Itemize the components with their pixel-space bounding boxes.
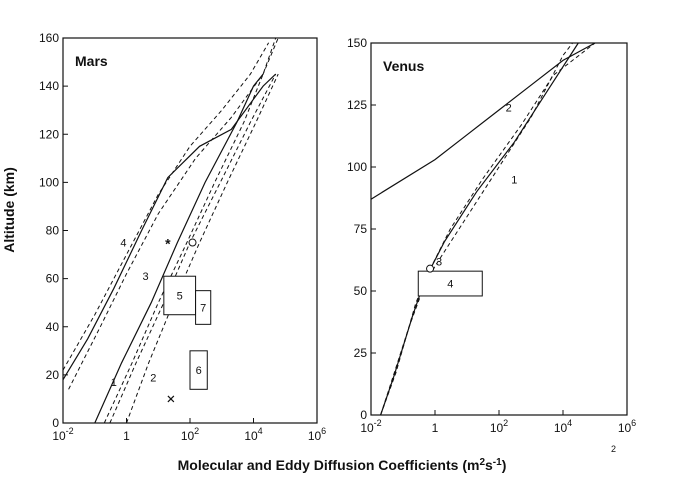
mars-y-tick-label: 60 bbox=[46, 272, 60, 286]
mars-x-tick-label: 104 bbox=[244, 426, 262, 443]
mars-y-tick-label: 20 bbox=[46, 368, 60, 382]
mars-series-5-dashed bbox=[103, 37, 277, 424]
venus-x-tick-label: 102 bbox=[490, 418, 508, 435]
venus-x-tick-label: 104 bbox=[554, 418, 572, 435]
x-axis-title-sup: 2 bbox=[479, 457, 485, 468]
venus-series-3-dashed bbox=[380, 42, 596, 416]
mars-asterisk-marker: * bbox=[165, 236, 171, 252]
y-axis-title: Altitude (km) bbox=[1, 167, 17, 253]
mars-circle-marker bbox=[188, 238, 197, 247]
venus-circle-marker bbox=[426, 264, 435, 273]
venus-box-4 bbox=[417, 270, 483, 297]
venus-y-tick-label: 50 bbox=[354, 284, 368, 298]
venus-series-2-solid bbox=[380, 42, 579, 416]
venus-panel: 0 25 50 75 100 125 150 10-2 1 102 104 106 43 1 2 Venus bbox=[347, 36, 636, 435]
venus-x-tick-label: 1 bbox=[432, 421, 439, 435]
mars-x-tick-label: 1 bbox=[123, 429, 130, 443]
mars-panel: 0 20 40 60 80 100 120 140 160 10-2 1 102 104 106 5 6 7 * 1… bbox=[39, 31, 326, 443]
mars-series-7-dashed bbox=[126, 73, 279, 424]
venus-y-tick-label: 0 bbox=[360, 408, 367, 422]
venus-plot-frame bbox=[370, 42, 628, 416]
mars-y-tick-label: 80 bbox=[46, 224, 60, 238]
mars-series-4-dashed bbox=[68, 37, 279, 390]
mars-box-label-5: 5 bbox=[177, 290, 183, 302]
venus-x-tick-label: 106 bbox=[618, 418, 636, 435]
stray-mark: 2 bbox=[611, 444, 616, 454]
venus-y-tick-label: 150 bbox=[347, 36, 367, 50]
venus-x-tick-label: 10-2 bbox=[360, 418, 381, 435]
mars-x-tick-label: 10-2 bbox=[52, 426, 73, 443]
venus-y-tick-label: 25 bbox=[354, 346, 368, 360]
mars-series-1-solid bbox=[62, 73, 277, 381]
mars-x-tick-label: 106 bbox=[308, 426, 326, 443]
mars-panel-title: Mars bbox=[75, 53, 108, 69]
venus-box-label-4: 4 bbox=[447, 279, 453, 291]
venus-curve-label-1: 1 bbox=[511, 174, 517, 186]
venus-y-tick-label: 125 bbox=[347, 98, 367, 112]
mars-y-tick-label: 40 bbox=[46, 320, 60, 334]
venus-y-tick-label: 100 bbox=[347, 160, 367, 174]
venus-y-tick-label: 75 bbox=[354, 222, 368, 236]
mars-box-label-7: 7 bbox=[200, 303, 206, 315]
mars-y-tick-label: 100 bbox=[39, 175, 59, 189]
venus-series-1-solid bbox=[370, 42, 596, 200]
mars-series-2-solid bbox=[94, 73, 264, 424]
mars-x-tick-label: 102 bbox=[181, 426, 199, 443]
mars-y-tick-label: 0 bbox=[52, 416, 59, 430]
venus-curve-label-2: 2 bbox=[506, 102, 512, 114]
mars-y-tick-label: 140 bbox=[39, 79, 59, 93]
mars-box-label-6: 6 bbox=[196, 365, 202, 377]
mars-box-5 bbox=[163, 275, 197, 316]
mars-y-tick-label: 160 bbox=[39, 31, 59, 45]
mars-curve-label-4: 4 bbox=[120, 238, 126, 250]
mars-curve-label-2: 2 bbox=[150, 372, 156, 384]
x-axis-title: Molecular and Eddy Diffusion Coefficient… bbox=[178, 457, 507, 473]
mars-box-6 bbox=[189, 350, 208, 390]
x-axis-title-sup2: -1 bbox=[493, 457, 502, 468]
x-axis-title-s: s bbox=[485, 457, 493, 473]
mars-box-7 bbox=[195, 290, 212, 325]
venus-marker-label-3: 3 bbox=[436, 257, 442, 269]
venus-panel-title: Venus bbox=[383, 58, 424, 74]
x-axis-title-text: Molecular and Eddy Diffusion Coefficient… bbox=[178, 457, 480, 473]
mars-y-tick-label: 120 bbox=[39, 127, 59, 141]
mars-curve-label-3: 3 bbox=[143, 271, 149, 283]
mars-x-marker bbox=[167, 395, 175, 403]
venus-series-4-dashed bbox=[380, 42, 573, 416]
mars-curve-label-1: 1 bbox=[111, 377, 117, 389]
mars-series-3-dashed bbox=[62, 42, 270, 371]
x-axis-title-close: ) bbox=[502, 457, 507, 473]
